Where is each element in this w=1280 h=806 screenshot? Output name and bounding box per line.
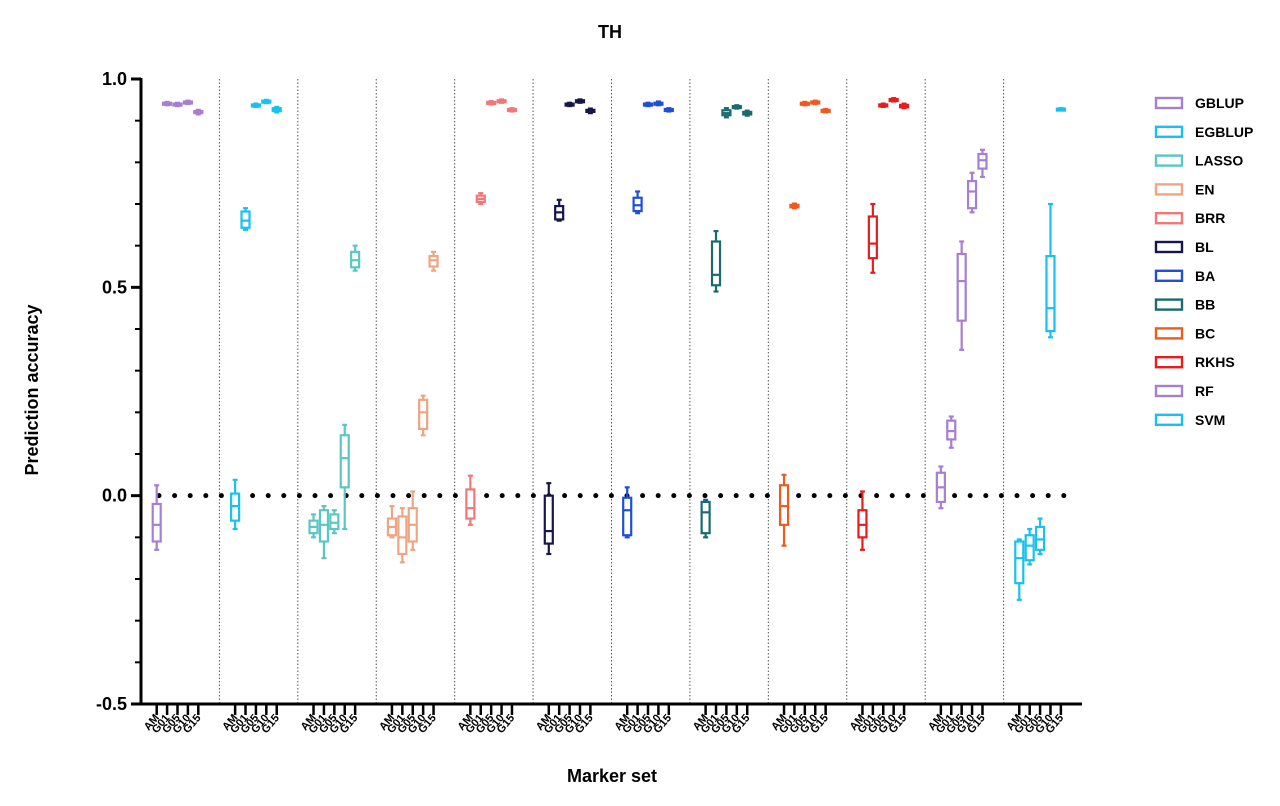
box-body bbox=[397, 515, 408, 556]
legend-item: BA bbox=[1154, 268, 1215, 284]
legend-label: BB bbox=[1195, 297, 1215, 313]
boxes-layer bbox=[151, 97, 1066, 601]
series-group bbox=[465, 98, 518, 526]
legend-item: BL bbox=[1154, 239, 1214, 255]
box-body bbox=[966, 179, 978, 210]
box-body bbox=[418, 398, 429, 431]
y-tick-label: 1.0 bbox=[102, 69, 127, 89]
series-group bbox=[935, 148, 988, 510]
box-body bbox=[867, 215, 878, 260]
legend-label: BC bbox=[1195, 325, 1215, 341]
y-tick-label: -0.5 bbox=[96, 694, 127, 714]
box-body bbox=[543, 494, 554, 545]
box-body bbox=[956, 252, 967, 322]
legend-item: RF bbox=[1154, 383, 1214, 399]
legend-item: GBLUP bbox=[1154, 95, 1244, 111]
series-group bbox=[700, 104, 753, 539]
box-body bbox=[710, 240, 722, 287]
series-group bbox=[778, 99, 831, 547]
legend-label: GBLUP bbox=[1195, 95, 1244, 111]
legend-swatch bbox=[1154, 384, 1184, 398]
box-body bbox=[1014, 540, 1025, 585]
group-separators bbox=[218, 79, 1005, 704]
y-axis-title: Prediction accuracy bbox=[22, 304, 42, 475]
legend-item: BRR bbox=[1154, 210, 1225, 226]
legend-label: RF bbox=[1195, 383, 1214, 399]
legend-item: EN bbox=[1154, 181, 1214, 197]
y-tick-label: 0.5 bbox=[102, 277, 127, 297]
legend-item: SVM bbox=[1154, 412, 1225, 428]
box-body bbox=[622, 496, 633, 537]
series-group bbox=[1014, 107, 1066, 601]
series-group bbox=[230, 98, 282, 531]
x-axis-title: Marker set bbox=[567, 766, 657, 786]
legend-swatch bbox=[1154, 356, 1184, 369]
legend-item: BC bbox=[1154, 325, 1215, 341]
box-body bbox=[1024, 534, 1035, 562]
legend-swatch bbox=[1154, 298, 1184, 311]
box-body bbox=[1045, 254, 1056, 333]
legend-swatch bbox=[1154, 96, 1184, 110]
chart-title: TH bbox=[598, 22, 622, 42]
box-body bbox=[465, 488, 476, 520]
legend-label: BRR bbox=[1195, 210, 1225, 226]
legend-swatch bbox=[1154, 327, 1184, 340]
legend-swatch bbox=[1154, 154, 1184, 167]
legend-swatch bbox=[1154, 211, 1184, 225]
legend-label: RKHS bbox=[1195, 354, 1235, 370]
box-body bbox=[151, 502, 162, 543]
legend-swatch bbox=[1154, 269, 1184, 282]
legend-swatch bbox=[1154, 240, 1184, 254]
legend-label: BA bbox=[1195, 268, 1215, 284]
legend-label: BL bbox=[1195, 239, 1214, 255]
series-group bbox=[857, 97, 910, 551]
y-tick-label: 0.0 bbox=[102, 486, 127, 506]
series-group bbox=[308, 244, 361, 560]
legend-item: RKHS bbox=[1154, 354, 1235, 370]
legend-item: EGBLUP bbox=[1154, 124, 1253, 140]
legend-label: EN bbox=[1195, 181, 1214, 197]
legend-item: LASSO bbox=[1154, 153, 1243, 169]
legend-swatch bbox=[1154, 125, 1184, 139]
legend-label: EGBLUP bbox=[1195, 124, 1253, 140]
legend: GBLUP EGBLUP LASSO EN BRR BL BA BB BC RKHS RF SVM bbox=[1154, 95, 1253, 428]
legend-swatch bbox=[1154, 413, 1184, 426]
box-body bbox=[339, 434, 350, 489]
series-group bbox=[386, 250, 439, 564]
series-group bbox=[151, 99, 204, 551]
series-group bbox=[622, 100, 674, 539]
box-body bbox=[700, 500, 711, 535]
legend-label: SVM bbox=[1195, 412, 1225, 428]
series-group bbox=[543, 98, 596, 556]
legend-item: BB bbox=[1154, 297, 1215, 313]
legend-swatch bbox=[1154, 183, 1184, 196]
legend-label: LASSO bbox=[1195, 153, 1243, 169]
